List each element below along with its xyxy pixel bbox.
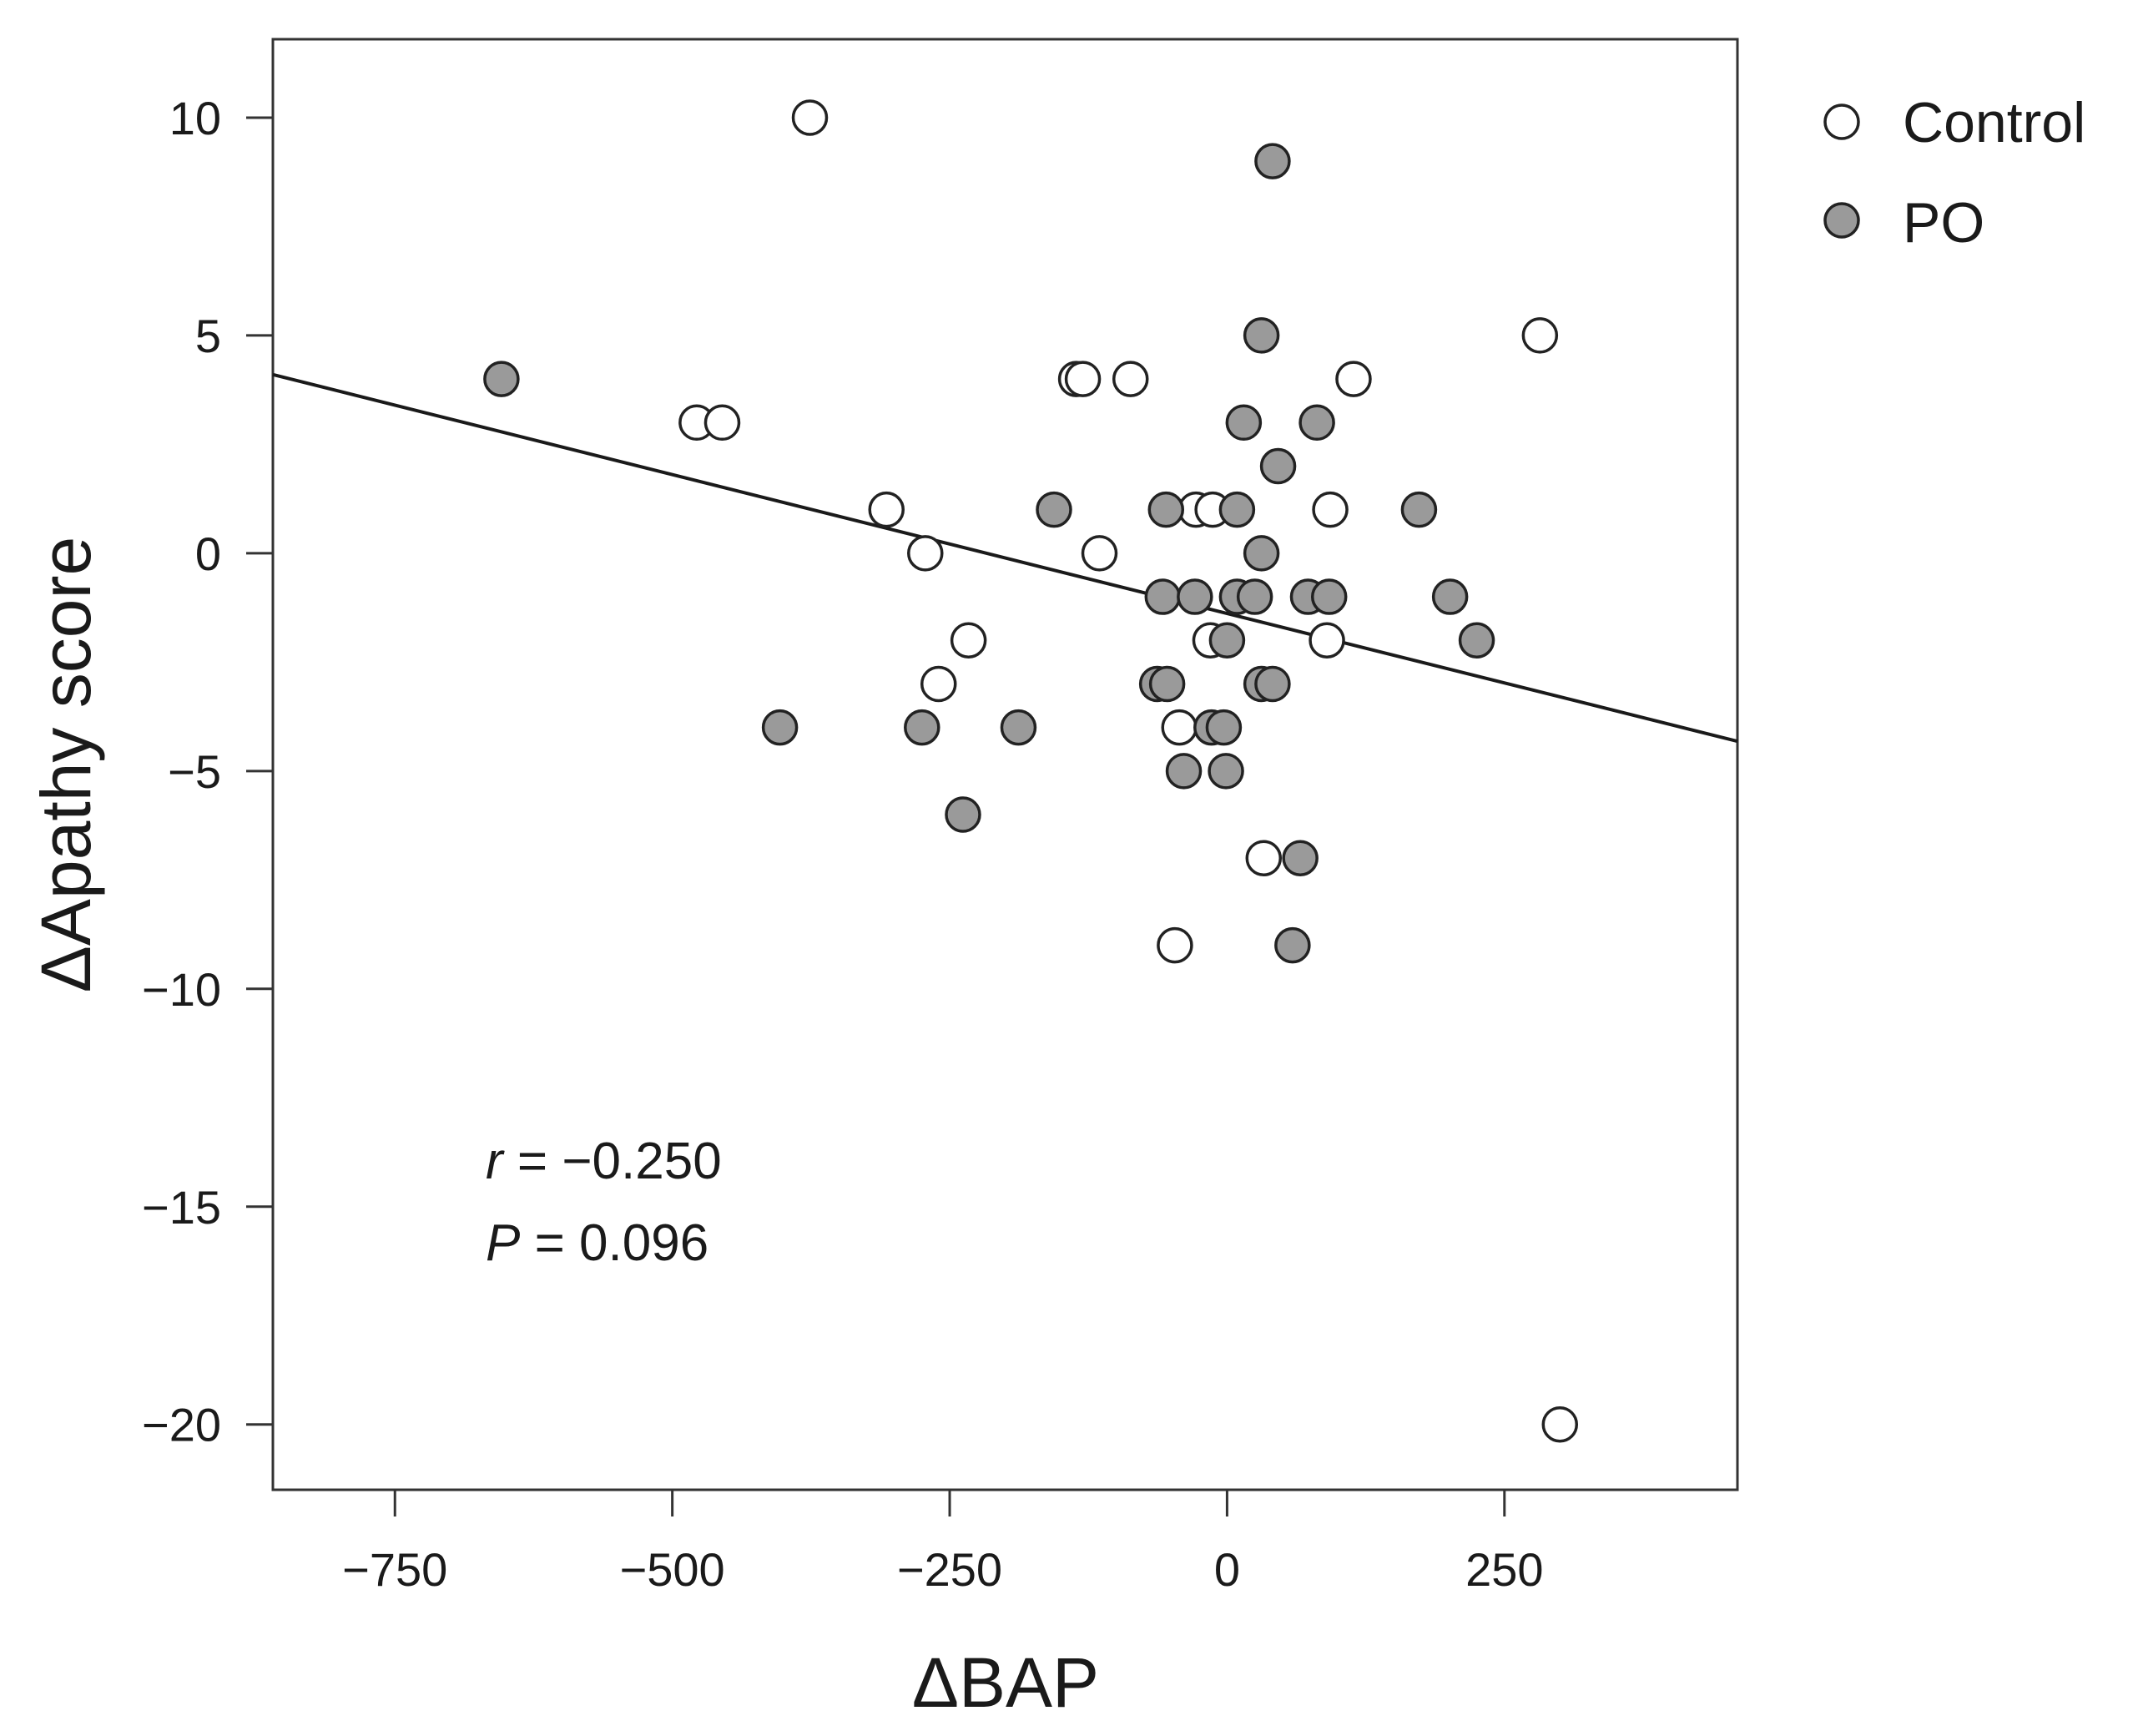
data-point-po [1165,753,1203,790]
data-points [483,99,1579,1443]
data-point-po [1144,578,1182,615]
data-point-po [1147,491,1185,528]
data-point-po [1282,840,1319,876]
data-point-control [1335,361,1372,397]
data-point-control [1081,535,1118,572]
data-point-po [1208,753,1244,790]
data-point-control [791,99,829,136]
data-point-control [1161,709,1198,746]
data-point-po [1310,578,1348,615]
data-point-po [1274,926,1311,964]
r-symbol: r [486,1133,505,1190]
data-point-po [1298,404,1335,442]
data-point-po [1243,317,1280,354]
y-tick-label: −15 [142,1181,221,1234]
data-point-control [1245,840,1283,876]
data-point-po [1431,578,1469,615]
data-point-control [1312,491,1349,528]
data-point-po [1254,143,1291,179]
y-tick-label: 5 [195,310,221,362]
x-tick-label: −250 [897,1543,1002,1596]
x-tick-label: 250 [1465,1543,1543,1596]
data-point-control [1157,926,1193,964]
x-tick-label: 0 [1214,1543,1240,1596]
x-axis: −750 −500 −250 0 250 [342,1490,1544,1596]
data-point-po [1208,622,1246,659]
data-point-po [761,709,799,746]
y-tick-label: 0 [195,527,221,580]
y-axis-title: ΔApathy score [27,537,105,992]
data-point-po [1400,491,1438,528]
data-point-control [1064,361,1102,397]
legend-marker-control [1823,103,1860,140]
data-point-control [868,491,905,528]
data-point-po [1236,578,1273,615]
legend-label-control: Control [1903,91,2085,154]
y-tick-label: 10 [169,92,221,144]
data-point-po [483,361,520,397]
legend-marker-po [1823,202,1860,239]
y-tick-label: −5 [168,745,221,798]
data-point-po [904,709,940,746]
y-axis: 10 5 0 −5 −10 −15 −20 [142,92,273,1451]
data-point-po [1205,709,1243,746]
data-point-control [703,404,741,442]
x-axis-title: ΔBAP [912,1643,1099,1722]
data-point-po [1259,447,1297,485]
data-point-po [1000,709,1037,746]
data-point-control [950,622,987,659]
data-point-po [1243,535,1280,572]
data-point-po [1218,491,1256,528]
x-tick-label: −750 [342,1543,447,1596]
data-point-control [907,535,944,572]
y-tick-label: −20 [142,1399,221,1451]
legend-label-po: PO [1903,191,1984,255]
r-value: = −0.250 [503,1133,722,1190]
correlation-annotation: r = −0.250 [486,1133,722,1190]
data-point-control [1112,361,1149,397]
data-point-control [1521,317,1559,354]
data-point-po [1458,622,1495,659]
plot-frame [271,38,1739,1491]
p-value-annotation: P = 0.096 [486,1214,708,1272]
x-tick-label: −500 [620,1543,725,1596]
data-point-po [1036,491,1072,528]
data-point-po [945,796,981,833]
p-value: = 0.096 [520,1214,708,1272]
y-tick-label: −10 [142,963,221,1016]
data-point-control [1541,1405,1579,1443]
legend: Control PO [1823,91,2085,255]
data-point-po [1148,665,1186,703]
data-point-po [1177,578,1213,615]
data-point-control [1309,622,1345,659]
data-point-control [920,665,957,703]
p-symbol: P [486,1214,520,1272]
regression-line [272,372,1738,744]
data-point-po [1254,665,1291,703]
data-point-po [1225,404,1263,442]
